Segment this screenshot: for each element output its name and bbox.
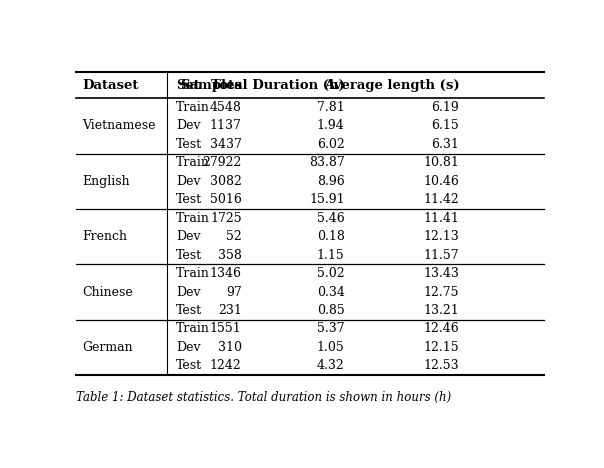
- Text: German: German: [83, 341, 133, 354]
- Text: 83.87: 83.87: [309, 156, 345, 169]
- Text: Test: Test: [176, 138, 202, 151]
- Text: 5.37: 5.37: [317, 322, 345, 336]
- Text: 52: 52: [226, 230, 242, 243]
- Text: Train: Train: [176, 101, 210, 114]
- Text: Dev: Dev: [176, 175, 201, 188]
- Text: 1.05: 1.05: [317, 341, 345, 354]
- Text: English: English: [83, 175, 130, 188]
- Text: Train: Train: [176, 322, 210, 336]
- Text: Dataset: Dataset: [83, 79, 139, 92]
- Text: 5016: 5016: [210, 193, 242, 206]
- Text: 12.53: 12.53: [424, 359, 459, 373]
- Text: Chinese: Chinese: [83, 285, 133, 299]
- Text: 15.91: 15.91: [309, 193, 345, 206]
- Text: 12.46: 12.46: [423, 322, 459, 336]
- Text: Set: Set: [176, 79, 200, 92]
- Text: 8.96: 8.96: [317, 175, 345, 188]
- Text: Dev: Dev: [176, 230, 201, 243]
- Text: Test: Test: [176, 249, 202, 262]
- Text: 1.15: 1.15: [317, 249, 345, 262]
- Text: Table 1: Dataset statistics. Total duration is shown in hours (h): Table 1: Dataset statistics. Total durat…: [76, 391, 451, 404]
- Text: 6.02: 6.02: [317, 138, 345, 151]
- Text: 1137: 1137: [210, 119, 242, 132]
- Text: Average length (s): Average length (s): [324, 79, 459, 92]
- Text: 13.21: 13.21: [423, 304, 459, 317]
- Text: 231: 231: [218, 304, 242, 317]
- Text: 1.94: 1.94: [317, 119, 345, 132]
- Text: 12.15: 12.15: [424, 341, 459, 354]
- Text: 4.32: 4.32: [317, 359, 345, 373]
- Text: 5.46: 5.46: [317, 212, 345, 225]
- Text: 12.13: 12.13: [423, 230, 459, 243]
- Text: 11.42: 11.42: [423, 193, 459, 206]
- Text: Vietnamese: Vietnamese: [83, 119, 156, 132]
- Text: Dev: Dev: [176, 285, 201, 299]
- Text: Train: Train: [176, 267, 210, 280]
- Text: Train: Train: [176, 212, 210, 225]
- Text: 5.02: 5.02: [317, 267, 345, 280]
- Text: 13.43: 13.43: [423, 267, 459, 280]
- Text: 6.19: 6.19: [432, 101, 459, 114]
- Text: 11.41: 11.41: [423, 212, 459, 225]
- Text: 12.75: 12.75: [424, 285, 459, 299]
- Text: 6.15: 6.15: [432, 119, 459, 132]
- Text: 0.85: 0.85: [317, 304, 345, 317]
- Text: Test: Test: [176, 304, 202, 317]
- Text: Train: Train: [176, 156, 210, 169]
- Text: Total Duration (h): Total Duration (h): [211, 79, 345, 92]
- Text: 1551: 1551: [210, 322, 242, 336]
- Text: 97: 97: [226, 285, 242, 299]
- Text: 0.18: 0.18: [316, 230, 345, 243]
- Text: French: French: [83, 230, 127, 243]
- Text: 1725: 1725: [210, 212, 242, 225]
- Text: Test: Test: [176, 193, 202, 206]
- Text: 27922: 27922: [202, 156, 242, 169]
- Text: 7.81: 7.81: [317, 101, 345, 114]
- Text: 310: 310: [217, 341, 242, 354]
- Text: 1346: 1346: [210, 267, 242, 280]
- Text: Dev: Dev: [176, 119, 201, 132]
- Text: 6.31: 6.31: [431, 138, 459, 151]
- Text: 1242: 1242: [210, 359, 242, 373]
- Text: 358: 358: [218, 249, 242, 262]
- Text: Test: Test: [176, 359, 202, 373]
- Text: 10.46: 10.46: [423, 175, 459, 188]
- Text: Dev: Dev: [176, 341, 201, 354]
- Text: 0.34: 0.34: [316, 285, 345, 299]
- Text: Samples: Samples: [179, 79, 242, 92]
- Text: 4548: 4548: [210, 101, 242, 114]
- Text: 11.57: 11.57: [424, 249, 459, 262]
- Text: 10.81: 10.81: [423, 156, 459, 169]
- Text: 3437: 3437: [210, 138, 242, 151]
- Text: 3082: 3082: [210, 175, 242, 188]
